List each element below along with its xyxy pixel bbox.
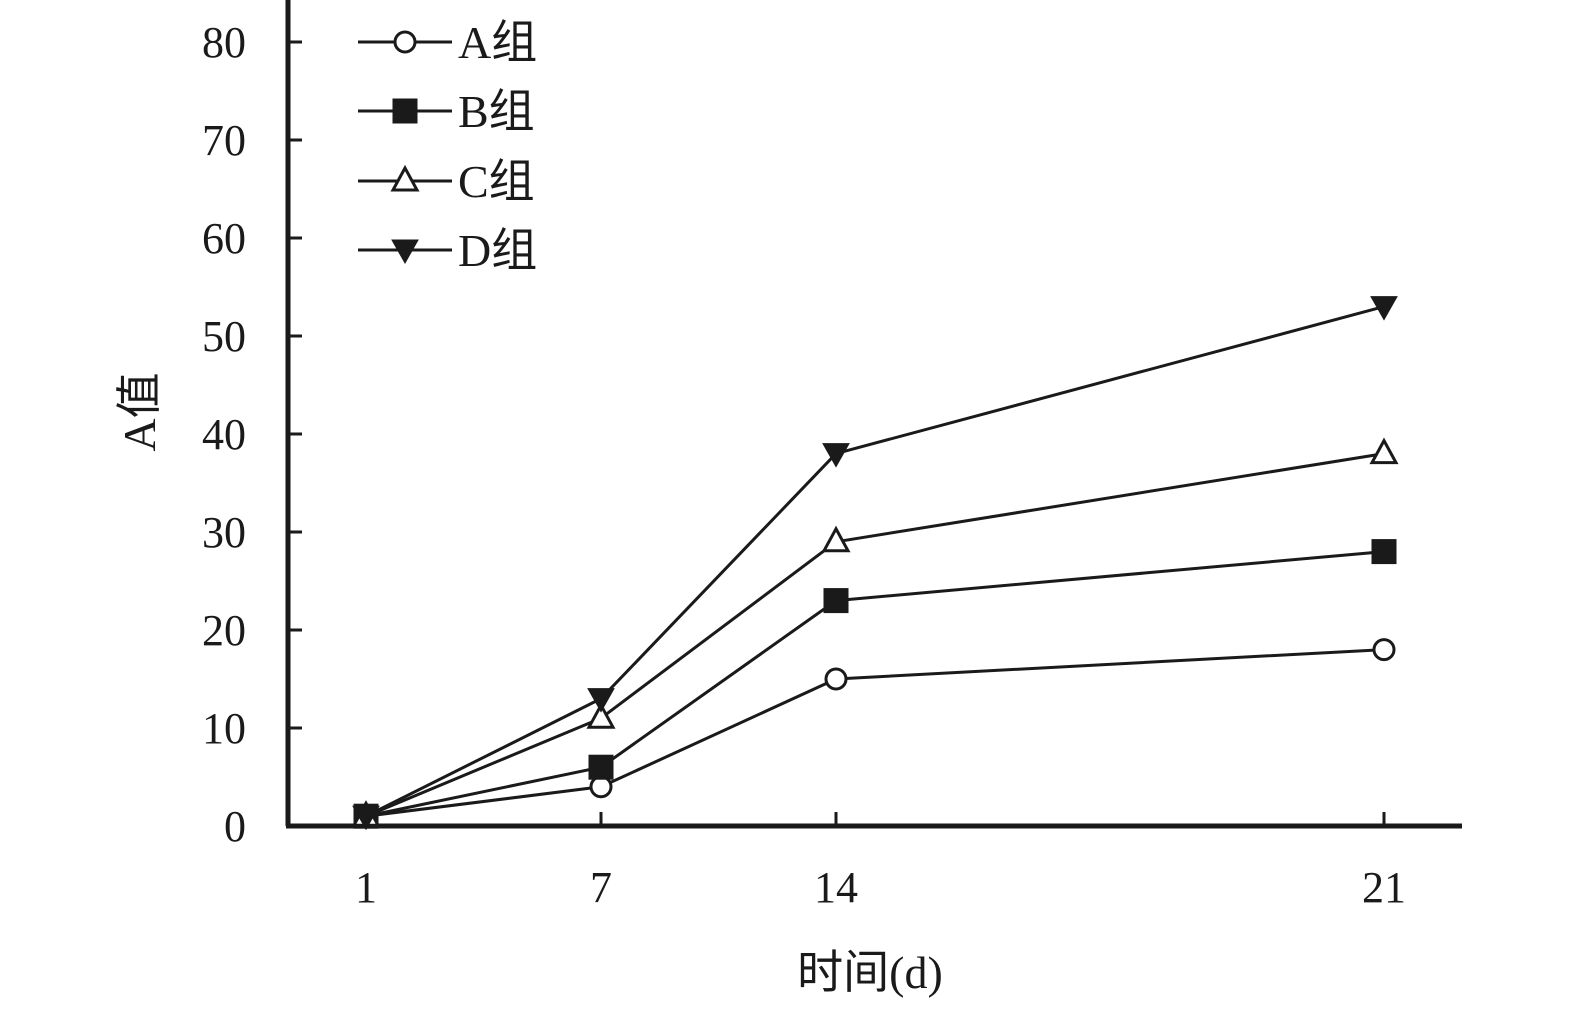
series-markers: [351, 296, 1399, 831]
legend-marker-3: [390, 164, 420, 192]
y-axis-title: A值: [114, 372, 165, 451]
series-4-point-7: [587, 688, 615, 713]
series-3-point-14: [821, 525, 851, 553]
x-ticks: 1 7 14 21: [355, 812, 1406, 912]
y-tick-label-40: 40: [202, 410, 246, 459]
y-tick-label-60: 60: [202, 214, 246, 263]
x-tick-label-21: 21: [1362, 863, 1406, 912]
series-1-point-14: [824, 667, 848, 691]
legend-label-3: C组: [458, 156, 535, 207]
series-2-point-21: [1371, 539, 1397, 565]
series-line-3: [365, 452, 1385, 818]
series-4-point-14: [822, 443, 850, 468]
x-tick-label-7: 7: [590, 863, 612, 912]
legend-label-2: B组: [458, 86, 535, 137]
x-axis-title: 时间(d): [797, 947, 943, 998]
y-tick-label-30: 30: [202, 508, 246, 557]
y-ticks: 0 10 20 30 40 50 60 70 80: [202, 18, 302, 851]
x-tick-label-1: 1: [355, 863, 377, 912]
legend-marker-2: [392, 98, 418, 124]
series-4-point-21: [1370, 296, 1398, 321]
series-3-point-21: [1369, 437, 1399, 465]
legend-label-1: A组: [458, 17, 537, 68]
y-tick-label-50: 50: [202, 312, 246, 361]
series-4-point-1: [352, 805, 380, 831]
y-tick-label-20: 20: [202, 606, 246, 655]
axes: [285, 0, 1462, 829]
series-line-2: [365, 550, 1385, 818]
series-3-point-7: [586, 702, 616, 729]
legend-marker-1: [393, 30, 417, 54]
y-tick-label-10: 10: [202, 704, 246, 753]
series-line-4: [365, 305, 1385, 818]
legend-label-4: D组: [458, 225, 537, 276]
series-lines: [365, 305, 1385, 818]
y-tick-label-0: 0: [224, 802, 246, 851]
series-2-point-14: [823, 588, 849, 614]
series-1-point-21: [1372, 638, 1396, 662]
series-1-point-7: [589, 775, 613, 799]
y-tick-label-80: 80: [202, 18, 246, 67]
legend: A组 B组 C组 D组: [358, 17, 537, 276]
x-tick-label-14: 14: [814, 863, 858, 912]
series-line-1: [365, 648, 1385, 818]
y-tick-label-70: 70: [202, 116, 246, 165]
series-2-point-7: [588, 754, 614, 780]
legend-marker-4: [391, 239, 419, 265]
